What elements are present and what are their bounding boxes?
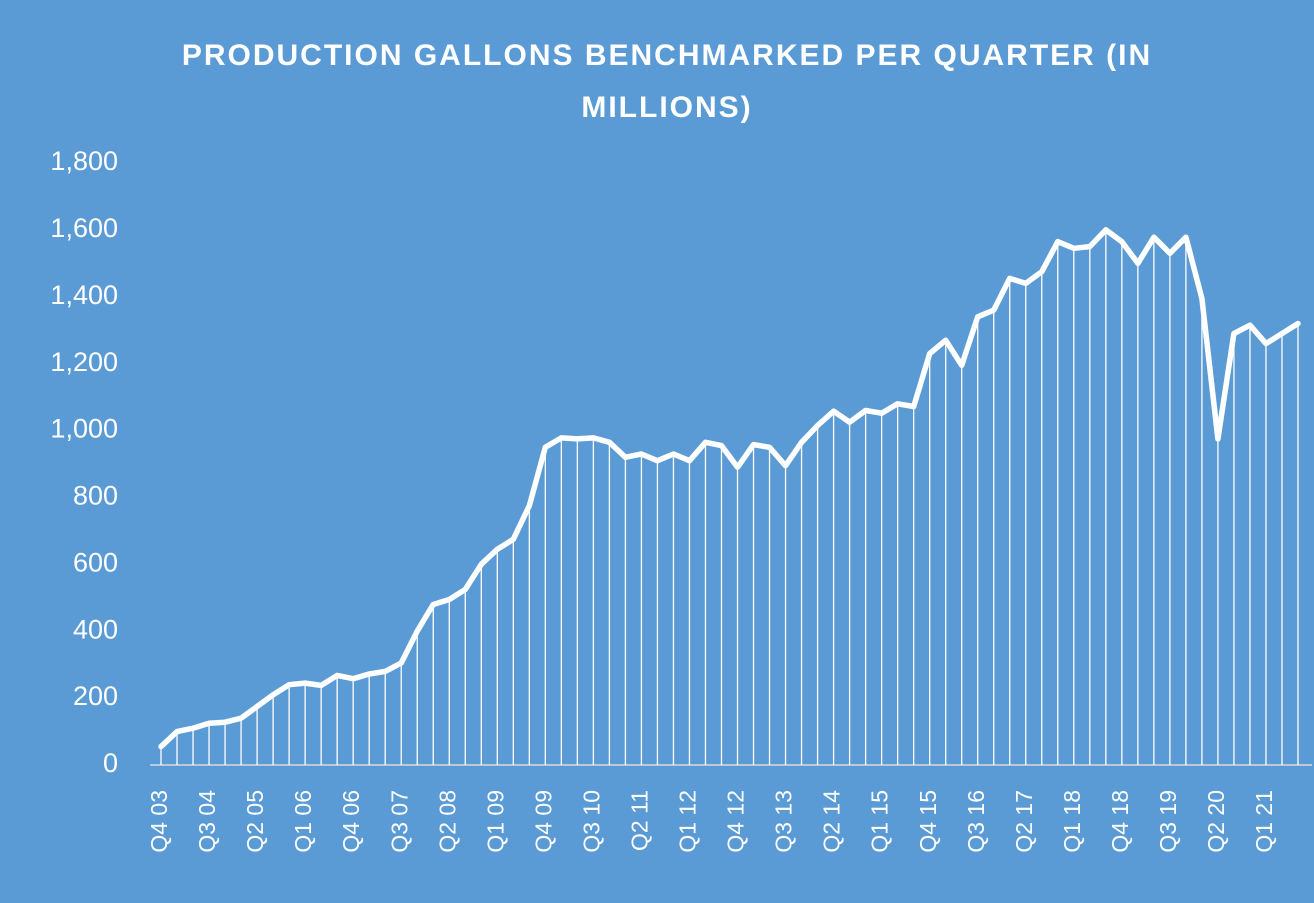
x-tick-label: Q2 08 <box>434 790 460 853</box>
chart-title: PRODUCTION GALLONS BENCHMARKED PER QUART… <box>181 39 1153 124</box>
x-tick-label: Q2 11 <box>627 790 653 851</box>
x-tick-label: Q4 12 <box>723 790 749 853</box>
x-tick-label: Q1 15 <box>867 790 893 853</box>
x-tick-label: Q4 18 <box>1107 790 1133 853</box>
y-tick-label: 600 <box>73 547 118 577</box>
x-tick-label: Q3 10 <box>578 790 604 853</box>
x-tick-label: Q3 07 <box>386 790 412 853</box>
y-tick-label: 800 <box>73 481 118 511</box>
y-tick-label: 1,000 <box>50 414 118 444</box>
x-tick-label: Q1 12 <box>675 790 701 853</box>
data-line <box>158 227 1301 750</box>
x-tick-label: Q2 20 <box>1203 790 1229 853</box>
x-tick-label: Q4 03 <box>146 790 172 853</box>
x-tick-label: Q2 05 <box>242 790 268 853</box>
y-tick-label: 1,400 <box>50 280 118 310</box>
y-tick-label: 1,200 <box>50 347 118 377</box>
x-tick-label: Q1 18 <box>1059 790 1085 853</box>
x-tick-label: Q4 06 <box>338 790 364 853</box>
x-tick-label: Q3 04 <box>194 790 220 853</box>
x-tick-label: Q3 13 <box>771 790 797 853</box>
y-tick-label: 1,600 <box>50 213 118 243</box>
y-tick-label: 200 <box>73 681 118 711</box>
y-tick-label: 0 <box>103 748 118 778</box>
x-tick-label: Q3 19 <box>1155 790 1181 853</box>
x-tick-label: Q1 21 <box>1251 790 1277 853</box>
x-tick-label: Q4 09 <box>530 790 556 853</box>
y-tick-label: 1,800 <box>50 146 118 176</box>
y-tick-label: 400 <box>73 614 118 644</box>
x-tick-label: Q4 15 <box>915 790 941 853</box>
x-tick-label: Q1 06 <box>290 790 316 853</box>
x-tick-label: Q1 09 <box>482 790 508 853</box>
x-tick-label: Q2 14 <box>819 790 845 853</box>
x-tick-label: Q3 16 <box>963 790 989 853</box>
x-tick-label: Q2 17 <box>1011 790 1037 853</box>
